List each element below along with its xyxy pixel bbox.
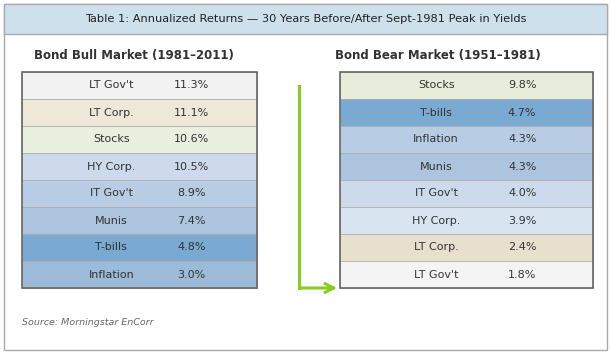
Text: 4.8%: 4.8%	[177, 242, 205, 252]
Text: 9.8%: 9.8%	[508, 80, 536, 91]
Text: HY Corp.: HY Corp.	[412, 216, 460, 225]
Text: 4.7%: 4.7%	[508, 108, 536, 118]
Text: Munis: Munis	[95, 216, 128, 225]
Text: Table 1: Annualized Returns — 30 Years Before/After Sept-1981 Peak in Yields: Table 1: Annualized Returns — 30 Years B…	[85, 14, 526, 24]
Text: 4.3%: 4.3%	[508, 161, 536, 171]
Text: 8.9%: 8.9%	[177, 188, 205, 199]
Bar	[340, 234, 593, 261]
Text: Inflation: Inflation	[413, 135, 459, 144]
Text: Munis: Munis	[420, 161, 453, 171]
Bar	[340, 153, 593, 180]
Bar	[22, 72, 257, 99]
Text: Stocks: Stocks	[418, 80, 455, 91]
Bar	[340, 72, 593, 288]
Bar	[340, 99, 593, 126]
Bar	[22, 180, 257, 207]
Text: T-bills: T-bills	[95, 242, 127, 252]
Bar	[22, 234, 257, 261]
Text: 4.3%: 4.3%	[508, 135, 536, 144]
Text: 2.4%: 2.4%	[508, 242, 536, 252]
Text: IT Gov't: IT Gov't	[90, 188, 133, 199]
Bar	[340, 261, 593, 288]
Text: 3.9%: 3.9%	[508, 216, 536, 225]
Text: LT Corp.: LT Corp.	[414, 242, 458, 252]
Text: LT Gov't: LT Gov't	[89, 80, 134, 91]
Bar	[340, 126, 593, 153]
Bar	[22, 72, 257, 288]
Bar	[340, 207, 593, 234]
Bar	[340, 72, 593, 99]
Text: 1.8%: 1.8%	[508, 269, 536, 280]
Text: Stocks: Stocks	[93, 135, 130, 144]
Text: LT Gov't: LT Gov't	[414, 269, 458, 280]
Text: 4.0%: 4.0%	[508, 188, 536, 199]
Text: 10.6%: 10.6%	[174, 135, 209, 144]
Text: HY Corp.: HY Corp.	[87, 161, 136, 171]
Bar	[22, 99, 257, 126]
Text: IT Gov't: IT Gov't	[415, 188, 458, 199]
Text: 11.3%: 11.3%	[174, 80, 209, 91]
Text: Source: Morningstar EnCorr: Source: Morningstar EnCorr	[22, 318, 153, 327]
Bar	[22, 153, 257, 180]
Bar	[4, 4, 607, 34]
Bar	[22, 261, 257, 288]
Bar	[22, 126, 257, 153]
Text: Bond Bull Market (1981–2011): Bond Bull Market (1981–2011)	[34, 50, 233, 63]
Bar	[22, 207, 257, 234]
Text: 7.4%: 7.4%	[177, 216, 205, 225]
Text: T-bills: T-bills	[420, 108, 452, 118]
Text: LT Corp.: LT Corp.	[89, 108, 134, 118]
Text: 11.1%: 11.1%	[174, 108, 209, 118]
Text: 10.5%: 10.5%	[174, 161, 209, 171]
Text: Inflation: Inflation	[89, 269, 134, 280]
Text: Bond Bear Market (1951–1981): Bond Bear Market (1951–1981)	[335, 50, 541, 63]
Bar	[340, 180, 593, 207]
Text: 3.0%: 3.0%	[177, 269, 205, 280]
